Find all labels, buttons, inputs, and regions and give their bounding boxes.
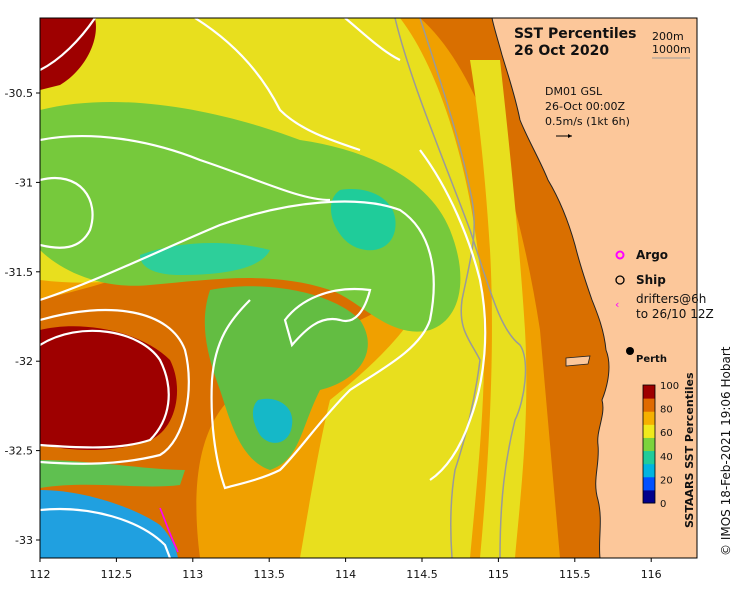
colorbar-tick-label: 0 (660, 499, 666, 510)
isobath-label-1000m: 1000m (652, 43, 691, 56)
colorbar (642, 384, 656, 504)
map-frame (39, 17, 698, 559)
colorbar-segment (643, 424, 655, 438)
colorbar-frame (642, 384, 656, 504)
colorbar-tick-label: 80 (660, 405, 673, 416)
y-tick-label: -33 (15, 534, 33, 547)
velocity-scale-arrow (556, 134, 572, 138)
x-axis: 112 112.5 113 113.5 114 114.5 115 115.5 116 (30, 558, 662, 581)
sst-cyan-band (140, 243, 270, 275)
map-area (40, 18, 697, 558)
perth-marker (626, 347, 634, 355)
legend-ship: Ship (636, 273, 666, 287)
credit-text: © IMOS 18-Feb-2021 19:06 Hobart (719, 346, 733, 556)
y-tick-label: -31 (15, 176, 33, 189)
colorbar-segment (643, 411, 655, 425)
y-tick-label: -30.5 (5, 87, 33, 100)
ship-icon (615, 275, 625, 285)
x-tick-label: 115.5 (559, 568, 591, 581)
map-title-line2: 26 Oct 2020 (514, 43, 609, 59)
colorbar-segment (643, 489, 655, 504)
x-tick-label: 113 (182, 568, 203, 581)
colorbar-tick-label: 60 (660, 428, 673, 439)
drifter-track (159, 507, 179, 553)
isobath-200m (394, 18, 527, 558)
x-tick-label: 112.5 (101, 568, 133, 581)
argo-icon (615, 250, 625, 260)
sst-green-sw (40, 460, 185, 488)
colorbar-segment (643, 398, 655, 412)
sst-red-west (40, 326, 178, 450)
y-tick-label: -32 (15, 355, 33, 368)
x-tick-label: 114.5 (406, 568, 438, 581)
y-axis: -30.5 -31 -31.5 -32 -32.5 -33 (5, 87, 40, 547)
model-label: DM01 GSL (545, 85, 603, 98)
x-tick-label: 115 (488, 568, 509, 581)
x-tick-label: 112 (30, 568, 51, 581)
sst-green-south (204, 286, 368, 470)
legend-drifters-line1: drifters@6h (636, 292, 706, 306)
colorbar-segment (643, 476, 655, 491)
perth-label: Perth (636, 354, 667, 365)
legend-drifters-line2: to 26/10 12Z (636, 307, 714, 321)
drifter-icon: ‹ (615, 298, 619, 311)
colorbar-segment (643, 437, 655, 452)
colorbar-ticks: 100 80 60 40 20 0 (660, 381, 679, 510)
colorbar-segment (643, 450, 655, 465)
isobath-1000m (419, 18, 481, 558)
model-time: 26-Oct 00:00Z (545, 100, 625, 113)
x-tick-label: 114 (335, 568, 356, 581)
ssh-contours (40, 18, 487, 558)
sst-green-north (40, 101, 461, 332)
sst-blue-sw (40, 490, 178, 558)
y-tick-label: -32.5 (5, 445, 33, 458)
x-tick-label: 116 (641, 568, 662, 581)
colorbar-label: SSTAARS SST Percentiles (683, 372, 696, 528)
colorbar-segment (643, 385, 655, 399)
sst-cyan-south (252, 398, 293, 443)
velocity-scale-label: 0.5m/s (1kt 6h) (545, 115, 630, 128)
rottnest-island (565, 355, 591, 367)
colorbar-segment (643, 463, 655, 478)
colorbar-tick-label: 100 (660, 381, 679, 392)
colorbar-tick-label: 40 (660, 452, 673, 463)
colorbar-tick-label: 20 (660, 475, 673, 486)
isobath-label-200m: 200m (652, 30, 684, 43)
map-title-line1: SST Percentiles (514, 26, 637, 42)
y-tick-label: -31.5 (5, 266, 33, 279)
x-tick-label: 113.5 (253, 568, 285, 581)
legend-argo: Argo (636, 248, 668, 262)
